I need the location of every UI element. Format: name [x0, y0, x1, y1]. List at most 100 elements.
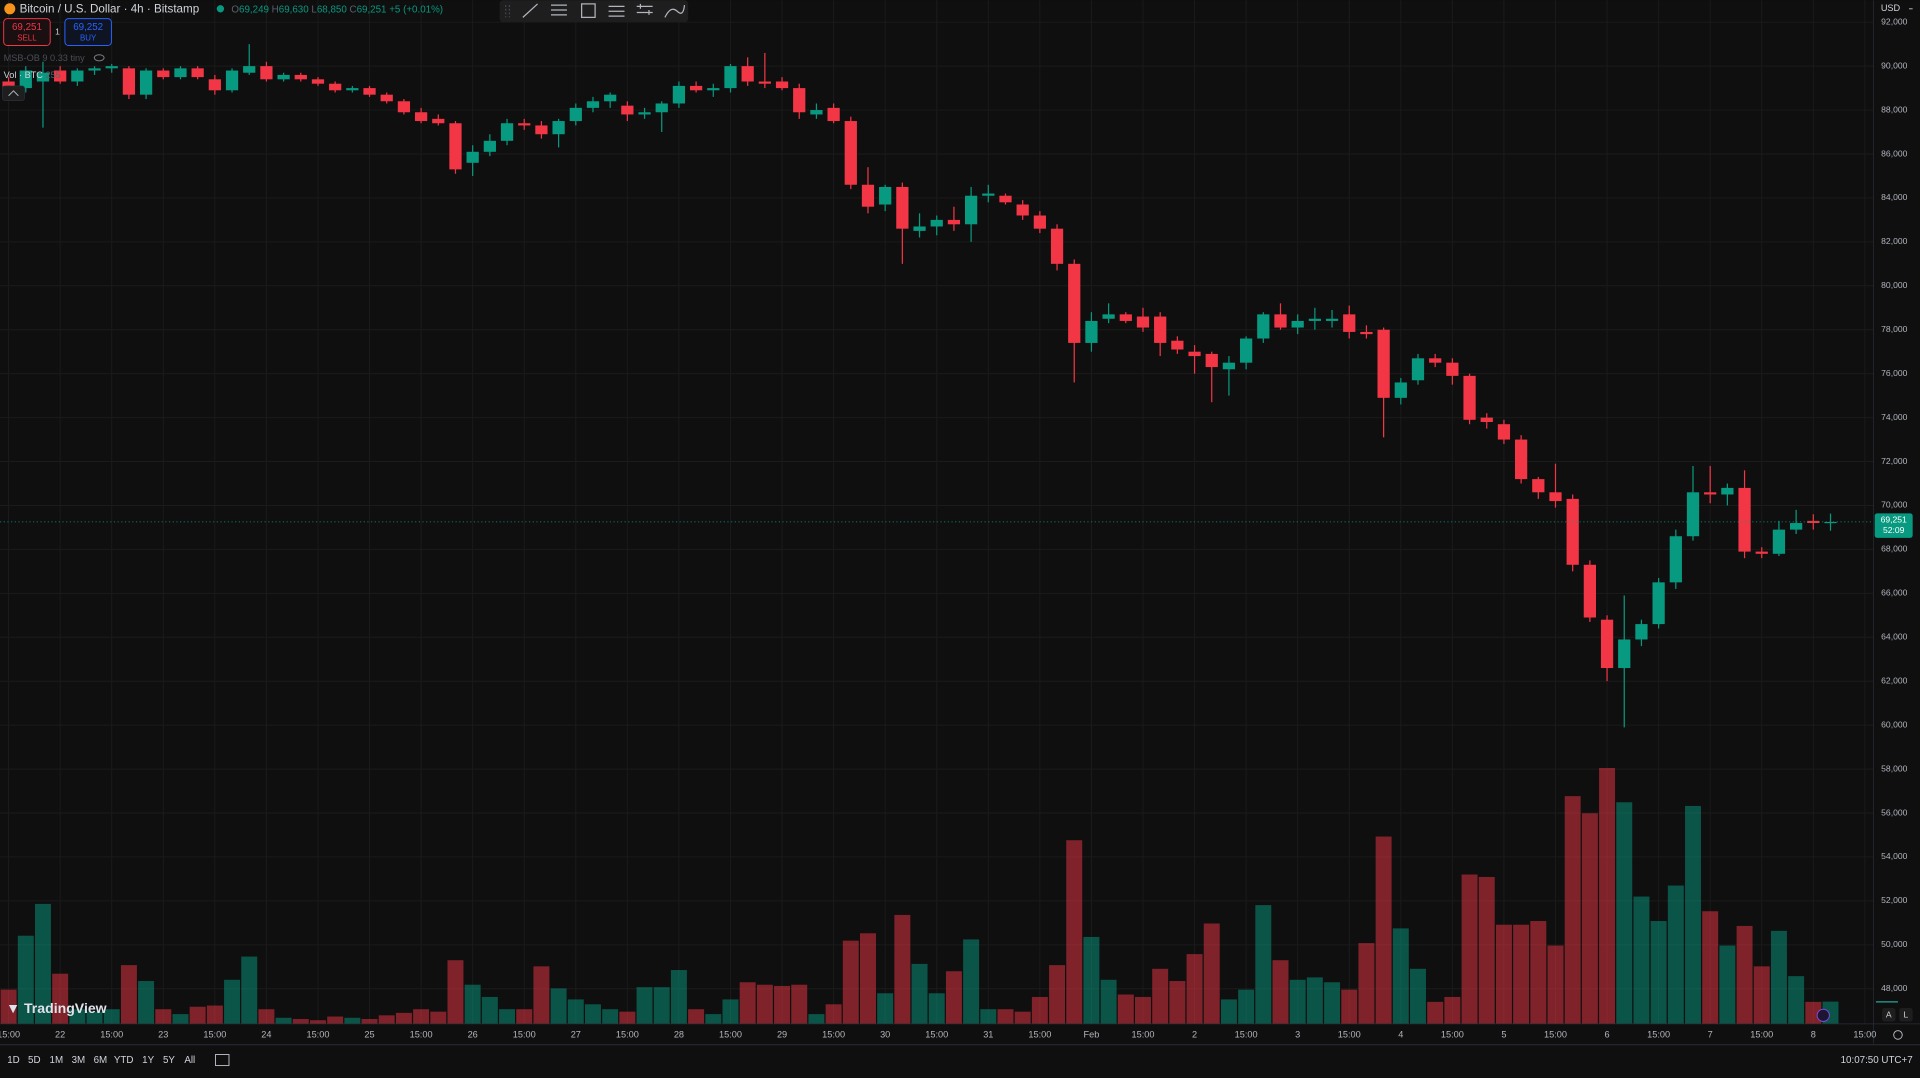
candle-body	[19, 70, 32, 89]
volume-bar	[1495, 924, 1512, 1024]
sell-label: SELL	[17, 33, 37, 42]
volume-bar	[1341, 989, 1358, 1024]
ohlc-value: 69,251	[357, 4, 387, 15]
y-tick-label: 58,000	[1881, 763, 1907, 773]
candle-body	[621, 105, 634, 115]
candle-body	[1755, 551, 1768, 554]
volume-bar	[791, 984, 808, 1024]
range-buttons: 1D 5D 1M 3M 6M YTD 1Y 5Y All	[7, 1055, 195, 1066]
y-tick-label: 66,000	[1881, 588, 1907, 598]
x-tick-label: 15:00	[1544, 1029, 1567, 1039]
volume-bar	[1375, 836, 1392, 1024]
trend-line-tool[interactable]	[522, 3, 538, 18]
candle-body	[827, 107, 840, 122]
range-button[interactable]: 1D	[7, 1055, 20, 1066]
volume-bar	[1100, 979, 1117, 1024]
x-tick-label: 31	[983, 1029, 993, 1039]
calendar-icon[interactable]	[215, 1054, 230, 1067]
x-tick-label: 15:00	[410, 1029, 433, 1039]
volume-bar	[1255, 905, 1272, 1024]
candle-body	[1549, 492, 1562, 502]
currency-button[interactable]: USD	[1881, 3, 1913, 13]
volume-bar	[1513, 924, 1530, 1024]
x-tick-label: 15:00	[306, 1029, 329, 1039]
volume-bar	[963, 939, 980, 1024]
collapse-button[interactable]	[2, 85, 25, 101]
candle-body	[1618, 639, 1631, 669]
range-button[interactable]: 5Y	[163, 1055, 175, 1066]
log-scale-button[interactable]: L	[1899, 1007, 1913, 1022]
candle-body	[1497, 424, 1511, 440]
volume-bar	[224, 979, 241, 1024]
candle-body	[655, 103, 668, 113]
x-tick-label: 15:00	[513, 1029, 536, 1039]
ohlc-value: 68,850	[317, 4, 347, 15]
x-tick-label: 15:00	[1028, 1029, 1051, 1039]
candle-body	[518, 123, 531, 126]
sell-button[interactable]: 69,251 SELL	[3, 18, 51, 47]
volume-bar	[1272, 960, 1289, 1024]
volume-bar	[1685, 805, 1701, 1024]
candle-body	[139, 70, 153, 95]
candle-body	[1446, 362, 1459, 376]
candle-body	[586, 101, 600, 108]
candle-body	[225, 70, 239, 91]
x-tick-label: 8	[1811, 1029, 1816, 1039]
projection-tool[interactable]	[636, 3, 653, 15]
range-button[interactable]: 1M	[50, 1055, 64, 1066]
volume-bar	[705, 1014, 722, 1024]
volume-bar	[138, 981, 155, 1024]
fib-tool[interactable]	[551, 4, 567, 16]
buy-button[interactable]: 69,252 BUY	[64, 18, 112, 47]
range-button[interactable]: 3M	[72, 1055, 86, 1066]
scale-label: A	[1886, 1010, 1892, 1020]
assistant-icon[interactable]	[1816, 1008, 1830, 1022]
y-tick-label: 82,000	[1881, 236, 1907, 246]
candle-body	[810, 110, 823, 115]
candle-body	[861, 184, 875, 207]
volume-bar	[327, 1016, 344, 1024]
y-tick-label: 50,000	[1881, 939, 1907, 949]
candle-body	[964, 195, 978, 225]
candle-body	[1824, 521, 1837, 524]
change: +5 (+0.01%)	[389, 4, 443, 15]
candle-body	[243, 66, 256, 73]
candle-body	[294, 74, 307, 80]
hide-icon[interactable]	[93, 54, 105, 62]
range-button[interactable]: 5D	[28, 1055, 41, 1066]
range-button[interactable]: 1Y	[142, 1055, 154, 1066]
candle-body	[1360, 331, 1373, 335]
volume-bar	[980, 1009, 997, 1024]
volume-bar	[1478, 876, 1495, 1024]
candle-body	[1050, 228, 1064, 264]
brand-name: TradingView	[24, 1000, 107, 1016]
x-tick-label: 28	[674, 1029, 684, 1039]
x-tick-label: 23	[158, 1029, 168, 1039]
volume-bar	[1427, 1001, 1444, 1024]
volume-bar	[481, 996, 498, 1024]
candle-body	[758, 81, 771, 84]
candle-body	[1171, 340, 1184, 350]
last-price-tag	[1874, 513, 1913, 538]
x-tick-label: 29	[777, 1029, 787, 1039]
pattern-tool[interactable]	[608, 5, 625, 17]
range-button[interactable]: YTD	[114, 1055, 134, 1066]
volume-bar	[1358, 943, 1375, 1024]
range-button[interactable]: 6M	[94, 1055, 108, 1066]
range-button[interactable]: All	[184, 1055, 195, 1066]
scale-label: L	[1904, 1010, 1909, 1020]
auto-scale-button[interactable]: A	[1882, 1007, 1896, 1022]
volume-bar	[911, 963, 928, 1024]
volume-bar	[1186, 954, 1203, 1024]
candle-body	[1790, 523, 1803, 530]
shape-tool[interactable]	[581, 3, 596, 18]
volume-bar	[69, 1009, 86, 1024]
brush-tool[interactable]	[664, 5, 686, 18]
candle-body	[1635, 624, 1648, 640]
settings-icon[interactable]	[1893, 1030, 1903, 1040]
x-tick-label: 15:00	[100, 1029, 123, 1039]
x-tick-label: 2	[1192, 1029, 1197, 1039]
x-tick-label: 6	[1605, 1029, 1610, 1039]
candle-body	[1325, 318, 1339, 321]
candle-body	[414, 112, 428, 122]
